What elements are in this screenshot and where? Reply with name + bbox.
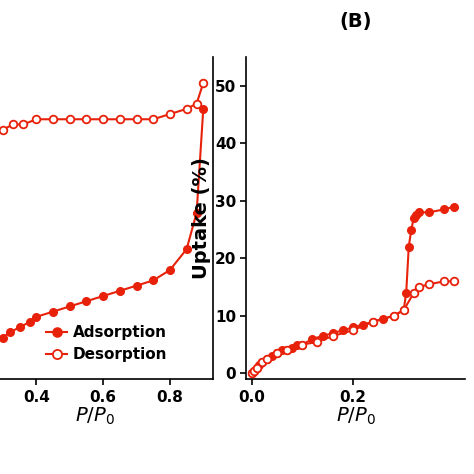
Desorption <box>67 117 73 122</box>
Line: Adsorption: Adsorption <box>0 105 207 362</box>
Adsorption <box>134 283 139 289</box>
Legend: Adsorption, Desorption: Adsorption, Desorption <box>42 320 171 366</box>
Desorption <box>10 122 16 128</box>
Desorption <box>167 111 173 117</box>
Adsorption <box>201 106 206 112</box>
Adsorption <box>83 298 89 304</box>
X-axis label: $P/P_0$: $P/P_0$ <box>75 406 115 427</box>
Y-axis label: Uptake (%): Uptake (%) <box>191 157 210 279</box>
Desorption <box>184 106 190 112</box>
Adsorption <box>167 267 173 273</box>
Adsorption <box>50 309 56 314</box>
Desorption <box>83 117 89 122</box>
Desorption <box>34 117 39 122</box>
Desorption <box>50 117 56 122</box>
Desorption <box>117 117 123 122</box>
Desorption <box>20 122 26 128</box>
Desorption <box>194 101 200 107</box>
Adsorption <box>117 288 123 294</box>
Desorption <box>201 80 206 86</box>
X-axis label: $P/P_0$: $P/P_0$ <box>336 406 375 427</box>
Adsorption <box>27 319 33 325</box>
Adsorption <box>0 335 6 340</box>
Adsorption <box>150 278 156 283</box>
Desorption <box>100 117 106 122</box>
Desorption <box>134 117 139 122</box>
Desorption <box>150 117 156 122</box>
Adsorption <box>67 303 73 309</box>
Adsorption <box>34 314 39 319</box>
Adsorption <box>184 246 190 252</box>
Line: Desorption: Desorption <box>0 79 207 149</box>
Desorption <box>0 127 6 133</box>
Adsorption <box>194 210 200 216</box>
Adsorption <box>7 329 12 335</box>
Text: (B): (B) <box>339 12 372 31</box>
Adsorption <box>100 293 106 299</box>
Adsorption <box>17 324 23 330</box>
